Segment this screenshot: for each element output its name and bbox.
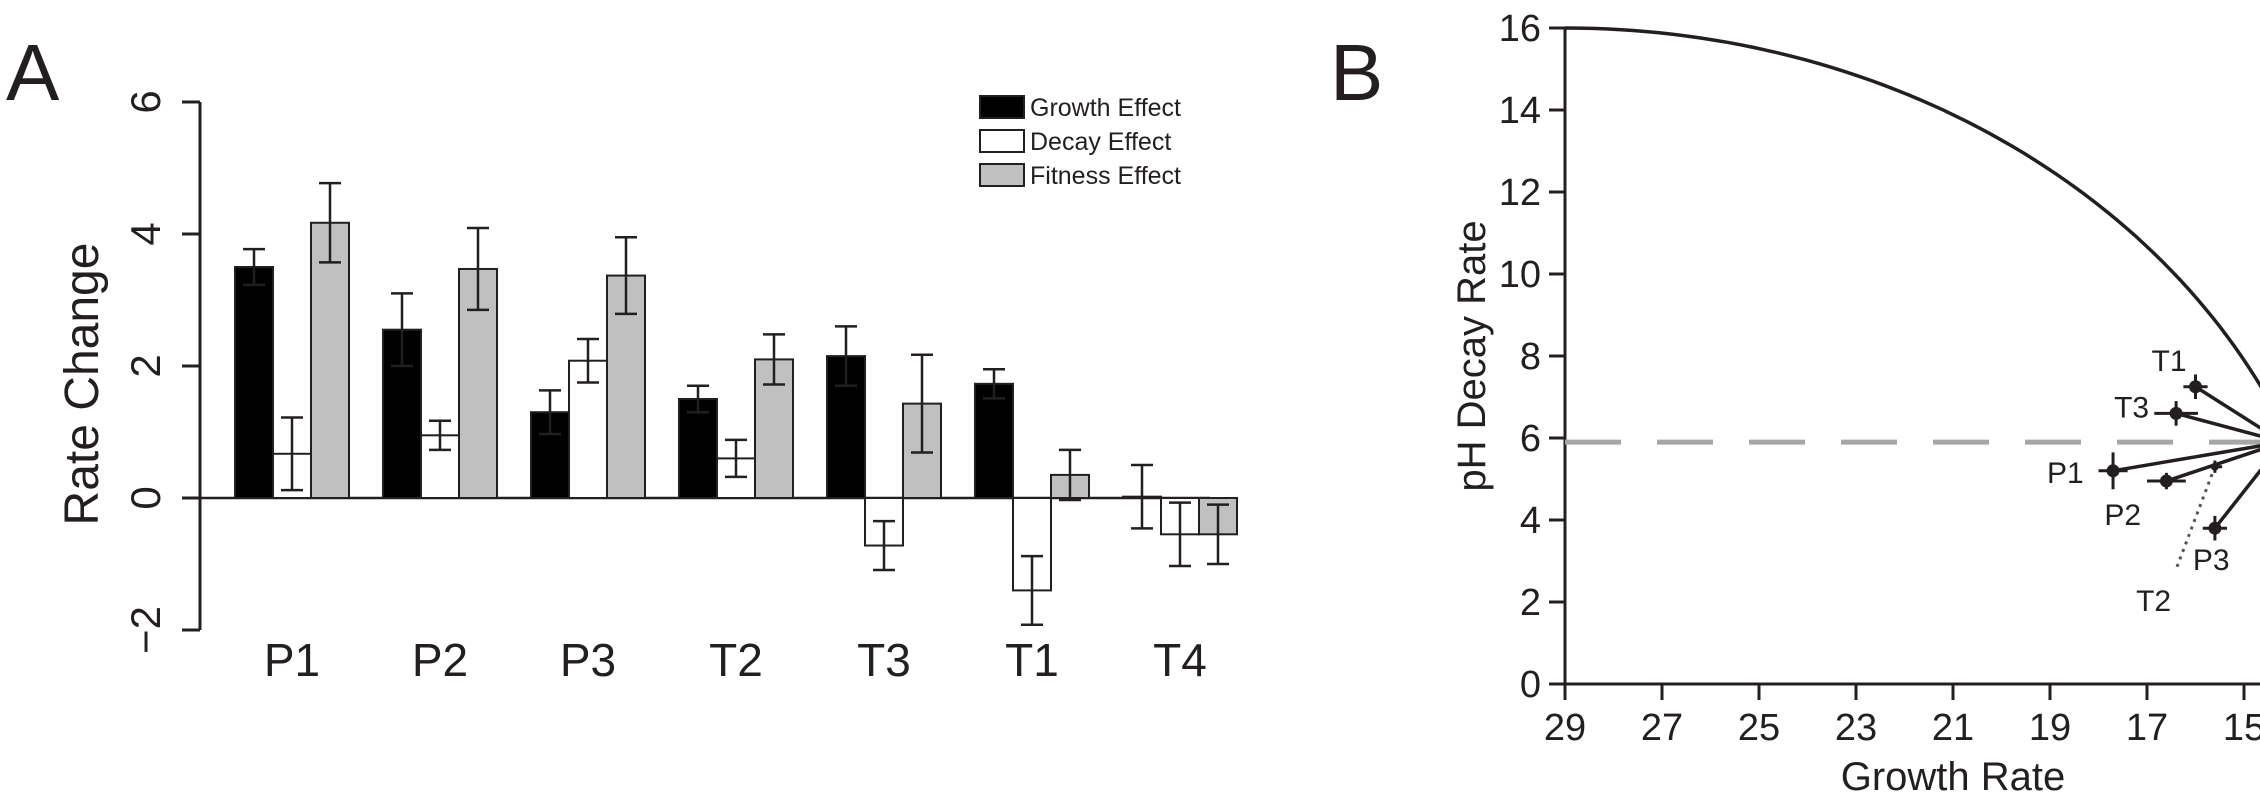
y-axis-label: Rate Change <box>56 243 109 526</box>
point-label: T1 <box>2152 345 2187 378</box>
x-tick-label: T3 <box>857 634 911 686</box>
legend-label: Fitness Effect <box>1030 162 1181 190</box>
x-tick-label: T2 <box>709 634 763 686</box>
x-tick-label: 29 <box>1544 707 1586 749</box>
legend-swatch <box>979 129 1025 153</box>
y-tick-label: 10 <box>1499 254 1541 296</box>
x-tick-label: 25 <box>1738 707 1780 749</box>
vector-line <box>2194 385 2260 430</box>
x-tick-label: T4 <box>1153 634 1207 686</box>
data-point <box>2208 521 2222 535</box>
bar <box>310 221 350 499</box>
y-tick-label: 2 <box>122 354 169 377</box>
bar <box>234 266 274 499</box>
y-tick-label: 12 <box>1499 172 1541 214</box>
legend-swatch <box>979 95 1025 119</box>
y-tick-label: 4 <box>1520 500 1541 542</box>
x-tick-label: 21 <box>1932 707 1974 749</box>
t2-dotted-path <box>2174 466 2217 570</box>
bar-chart-a: −2 0 2 4 6 Rate Change P1 P2 P3 T2 T3 T1 T4 Growth Ef… <box>56 90 1238 686</box>
point-label: P3 <box>2193 544 2230 577</box>
legend-label: Decay Effect <box>1030 128 1171 156</box>
y-tick-label: 4 <box>122 222 169 245</box>
data-point <box>2159 474 2173 488</box>
vector-line <box>2213 468 2260 530</box>
panel-label-a: A <box>6 28 60 117</box>
y-axis-label: pH Decay Rate <box>1450 220 1494 491</box>
y-tick-label: 6 <box>122 90 169 113</box>
panel-label-b: B <box>1330 28 1383 117</box>
vector-line <box>2165 447 2260 483</box>
x-tick-label: P3 <box>560 634 616 686</box>
bar <box>754 358 794 499</box>
vector-line <box>2175 411 2260 438</box>
y-tick-label: 14 <box>1499 90 1541 132</box>
bar <box>678 398 718 499</box>
x-tick-label: 27 <box>1641 707 1683 749</box>
point-label: P1 <box>2047 457 2084 490</box>
point-label: P2 <box>2104 499 2141 532</box>
point-label: T3 <box>2114 391 2149 424</box>
data-point <box>2169 406 2183 420</box>
x-tick-label: 19 <box>2029 707 2071 749</box>
boundary-arc <box>1564 26 2260 389</box>
data-point <box>2106 464 2120 478</box>
y-tick-label: 16 <box>1499 8 1541 50</box>
y-tick-label: 0 <box>122 486 169 509</box>
point-label: T2 <box>2136 585 2171 618</box>
x-tick-label: 17 <box>2126 707 2168 749</box>
scatter-chart-b: 0246810121416292725232119171513Growth Ra… <box>1450 8 2260 799</box>
x-axis-label: Growth Rate <box>1841 755 2066 799</box>
x-tick-label: 15 <box>2223 707 2260 749</box>
x-tick-label: P1 <box>264 634 320 686</box>
y-tick-label: 8 <box>1520 336 1541 378</box>
x-tick-label: P2 <box>412 634 468 686</box>
vector-line <box>2112 444 2260 473</box>
x-tick-label: 23 <box>1835 707 1877 749</box>
y-tick-label: 6 <box>1520 418 1541 460</box>
y-tick-label: 0 <box>1520 664 1541 706</box>
data-point <box>2210 462 2219 471</box>
y-tick-label: 2 <box>1520 582 1541 624</box>
x-tick-label: T1 <box>1005 634 1059 686</box>
data-point <box>2189 380 2202 394</box>
legend-label: Growth Effect <box>1030 94 1181 122</box>
y-tick-label: −2 <box>122 606 169 654</box>
bar <box>974 382 1014 500</box>
legend-swatch <box>979 163 1025 187</box>
